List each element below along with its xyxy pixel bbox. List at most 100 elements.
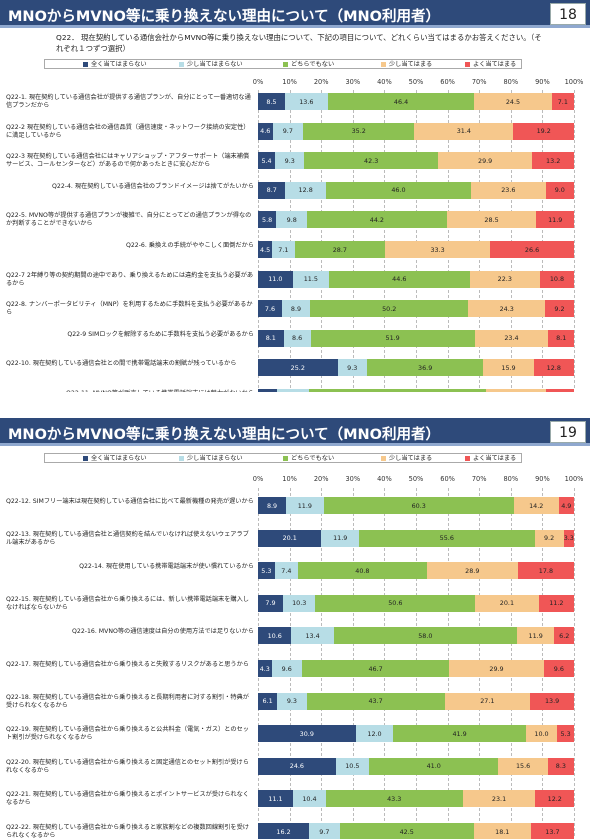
bar-segment: 9.7 xyxy=(272,122,304,140)
bar-segment: 11.5 xyxy=(292,270,329,288)
bar-segment: 8.3 xyxy=(547,757,574,775)
bar-segment: 33.3 xyxy=(385,241,491,258)
bar-segment: 15.9 xyxy=(483,359,534,377)
stacked-bar: 8.7 12.8 46.0 23.6 9.0 xyxy=(258,181,574,199)
bar-segment: 23.1 xyxy=(462,790,536,808)
gridline xyxy=(542,90,544,388)
bar-segment: 7.4 xyxy=(274,562,299,580)
bar-segment: 43.3 xyxy=(325,790,463,808)
bar-segment: 25.2 xyxy=(258,359,338,377)
bar-segment: 19.2 xyxy=(513,122,574,140)
bar-segment: 11.9 xyxy=(536,211,574,229)
bar-segment: 35.2 xyxy=(303,122,415,140)
bar-segment: 4.6 xyxy=(258,122,273,140)
bar-segment: 15.6 xyxy=(498,757,548,775)
bar-segment: 10.1 xyxy=(276,389,309,392)
bar-segment: 50.2 xyxy=(310,300,469,318)
bar-segment: 12.0 xyxy=(355,725,394,743)
slide-18: MNOからMVNO等に乗り換えない理由について（MNO利用者） 18 Q22． … xyxy=(0,0,590,392)
row-label: Q22-11. MVNO等が販売している携帯電話端末には魅力がないから xyxy=(6,390,254,392)
legend-label: 少し当てはまる xyxy=(389,455,433,462)
axis-tick-label: 60% xyxy=(440,475,455,483)
legend-swatch xyxy=(381,455,386,461)
legend-label: 少し当てはまる xyxy=(389,61,433,68)
bar-segment: 9.0 xyxy=(545,181,574,199)
bar-segment: 9.7 xyxy=(309,823,340,839)
bar-segment: 51.9 xyxy=(310,329,475,347)
row-label: Q22-3 現在契約している通信会社にはキャリアショップ・アフターサポート（端末… xyxy=(6,153,250,169)
stacked-bar: 6.010.156.019.28.8 xyxy=(258,389,574,392)
axis-tick-label: 30% xyxy=(345,78,361,86)
axis-tick-label: 90% xyxy=(535,78,550,86)
legend-label: どちらでもない xyxy=(291,61,335,68)
legend-label: どちらでもない xyxy=(291,455,335,462)
bar-segment: 8.7 xyxy=(258,181,286,199)
legend-label: 少し当てはまらない xyxy=(187,61,243,68)
bar-segment: 12.8 xyxy=(533,359,574,377)
gridline xyxy=(510,90,512,388)
bar-segment: 20.1 xyxy=(258,529,322,547)
bar-segment: 16.2 xyxy=(258,823,310,839)
axis-tick-label: 10% xyxy=(282,78,297,86)
bar-segment: 11.9 xyxy=(516,627,555,645)
bar-segment: 13.9 xyxy=(530,692,574,710)
legend-item: 少し当てはまらない xyxy=(179,61,243,68)
bar-segment: 8.5 xyxy=(258,93,285,110)
bar-segment: 10.4 xyxy=(293,790,326,808)
axis-tick-label: 20% xyxy=(313,475,329,483)
stacked-bar: 11.1 10.4 43.3 23.1 12.2 xyxy=(258,790,574,808)
bar-segment: 46.7 xyxy=(301,660,450,677)
bar-segment: 19.2 xyxy=(485,389,547,392)
legend-item: 少し当てはまる xyxy=(381,455,432,462)
stacked-bar: 4.5 7.1 28.7 33.3 26.6 xyxy=(258,241,574,258)
bar-segment: 31.4 xyxy=(414,122,514,140)
axis-tick-label: 10% xyxy=(282,475,297,483)
bar-segment: 29.9 xyxy=(449,660,544,677)
bar-segment: 13.4 xyxy=(291,627,334,645)
legend-item: 全く当てはまらない xyxy=(83,455,147,462)
legend-swatch xyxy=(381,61,386,67)
bar-segment: 58.0 xyxy=(333,627,517,645)
bar-segment: 60.3 xyxy=(323,497,514,514)
bar-segment: 46.0 xyxy=(325,181,472,199)
stacked-bar: 10.6 13.4 58.0 11.9 6.2 xyxy=(258,627,574,645)
row-label: Q22-12. SIMフリー端末は現在契約している通信会社に比べて最新機種の発売… xyxy=(6,498,254,505)
chart-legend: 全く当てはまらない 少し当てはまらない どちらでもない 少し当てはまる よく当て… xyxy=(44,453,522,463)
bar-segment: 7.1 xyxy=(551,93,575,110)
row-label: Q22-8. ナンバーポータビリティ（MNP）を利用するために手数料を支払う必要… xyxy=(6,301,253,317)
bar-segment: 12.8 xyxy=(285,181,326,199)
question-text: Q22． 現在契約している通信会社からMVNO等に乗り換えない理由について、下記… xyxy=(56,33,542,53)
bar-segment: 43.7 xyxy=(306,692,445,710)
bar-segment: 9.2 xyxy=(534,529,564,547)
legend-swatch xyxy=(465,61,470,67)
bar-segment: 7.9 xyxy=(258,594,283,612)
bar-segment: 8.1 xyxy=(258,329,284,347)
legend-swatch xyxy=(465,455,470,461)
stacked-bar: 8.1 8.6 51.9 23.4 8.1 xyxy=(258,329,574,347)
legend-label: 全く当てはまらない xyxy=(91,61,147,68)
axis-tick-label: 50% xyxy=(408,78,424,86)
row-label: Q22-2 現在契約している通信会社の通信品質（通信速度・ネットワーク接続の安定… xyxy=(6,123,250,139)
bar-segment: 10.3 xyxy=(282,594,316,612)
row-label: Q22-22. 現在契約している通信会社から乗り換えると家族割などの複数回線割引… xyxy=(6,824,249,839)
axis-tick-label: 70% xyxy=(471,475,487,483)
stacked-bar: 7.9 10.3 50.6 20.1 11.2 xyxy=(258,594,574,612)
row-label: Q22-10. 現在契約している通信会社との間で携帯電話端末の割賦が残っているか… xyxy=(6,360,237,368)
row-label: Q22-20. 現在契約している通信会社から乗り換えると固定通信とのセット割引が… xyxy=(6,758,249,774)
bar-segment: 5.4 xyxy=(258,152,276,170)
bar-segment: 4.9 xyxy=(558,497,575,514)
bar-segment: 10.5 xyxy=(335,757,369,775)
bar-segment: 28.9 xyxy=(426,562,518,580)
bar-segment: 23.4 xyxy=(474,329,549,347)
stacked-bar: 4.3 9.6 46.7 29.9 9.6 xyxy=(258,660,574,677)
bar-segment: 6.0 xyxy=(258,389,277,392)
bar-segment: 36.9 xyxy=(366,359,484,377)
gridline xyxy=(258,90,259,388)
bar-segment: 4.3 xyxy=(258,660,272,677)
bar-segment: 11.9 xyxy=(286,497,324,514)
legend-item: 少し当てはまる xyxy=(381,61,432,68)
bar-segment: 44.6 xyxy=(328,270,470,288)
bar-segment: 41.9 xyxy=(393,725,526,743)
row-label: Q22-4. 現在契約している通信会社のブランドイメージは捨てがたいから xyxy=(52,182,254,190)
bar-segment: 9.6 xyxy=(543,660,574,677)
